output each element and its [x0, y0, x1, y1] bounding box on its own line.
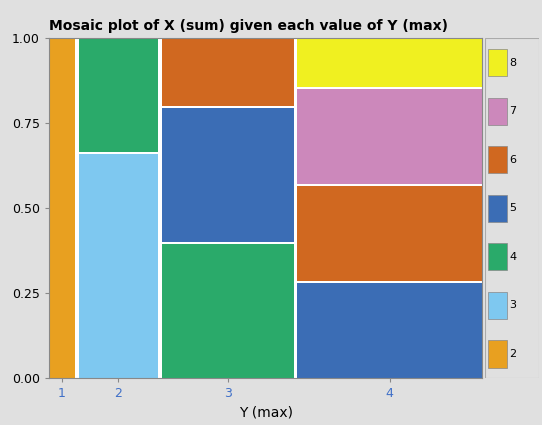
Text: 4: 4: [509, 252, 517, 262]
Text: Mosaic plot of X (sum) given each value of Y (max): Mosaic plot of X (sum) given each value …: [49, 19, 448, 33]
FancyBboxPatch shape: [485, 38, 539, 378]
Bar: [79, 38, 158, 152]
Text: 5: 5: [509, 203, 517, 213]
Bar: [488, 97, 507, 125]
Bar: [162, 38, 294, 106]
Bar: [488, 292, 507, 319]
Bar: [297, 89, 482, 184]
Bar: [488, 146, 507, 173]
Text: 6: 6: [509, 155, 517, 164]
Bar: [488, 49, 507, 76]
X-axis label: Y (max): Y (max): [238, 406, 293, 420]
Bar: [488, 243, 507, 270]
Bar: [488, 340, 507, 368]
Bar: [162, 244, 294, 378]
Bar: [162, 108, 294, 242]
Bar: [79, 154, 158, 378]
Text: 2: 2: [509, 349, 517, 359]
Bar: [297, 186, 482, 281]
Bar: [49, 38, 75, 378]
Text: 7: 7: [509, 106, 517, 116]
Bar: [488, 195, 507, 222]
Text: 3: 3: [509, 300, 517, 310]
Text: 8: 8: [509, 57, 517, 68]
Bar: [297, 38, 482, 87]
Bar: [297, 283, 482, 378]
